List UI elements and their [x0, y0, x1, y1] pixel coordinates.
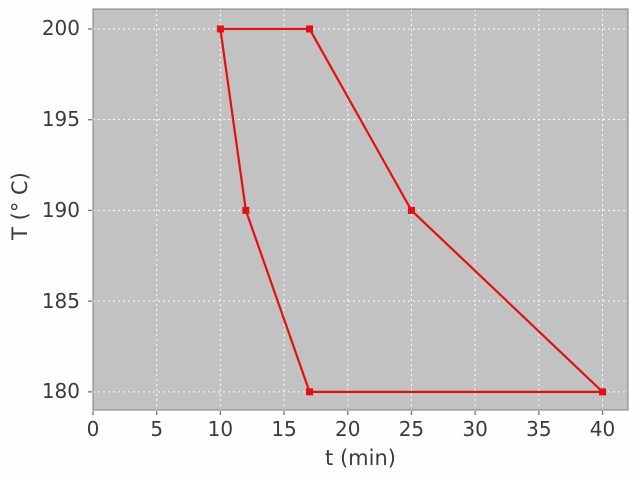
x-tick-label: 0 [86, 417, 100, 441]
x-tick-label: 15 [271, 417, 297, 441]
plot-background [93, 9, 628, 410]
data-point-marker [306, 388, 314, 396]
y-tick-label: 200 [41, 16, 80, 41]
x-tick-label: 35 [526, 417, 552, 441]
x-tick-label: 10 [207, 417, 234, 441]
x-tick-label: 30 [462, 417, 488, 441]
data-point-marker [242, 206, 250, 214]
y-axis-title: T (° C) [8, 172, 32, 240]
x-tick-label: 25 [398, 417, 425, 441]
y-tick-label: 180 [41, 379, 80, 404]
y-tick-label: 185 [41, 288, 80, 313]
x-tick-label: 20 [335, 417, 361, 441]
plot-border [92, 8, 629, 411]
y-tick-label: 195 [41, 107, 80, 132]
data-point-marker [599, 388, 607, 396]
data-point-marker [306, 25, 314, 33]
x-tick-label: 5 [150, 417, 164, 441]
data-point-marker [407, 206, 415, 214]
data-point-marker [216, 25, 224, 33]
x-tick-label: 40 [589, 417, 616, 441]
x-axis-title: t (min) [325, 446, 396, 470]
y-tick-label: 190 [41, 197, 80, 222]
